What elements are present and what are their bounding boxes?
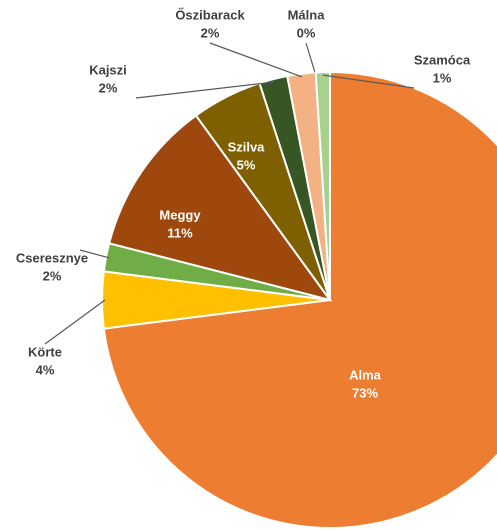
- data-label-name: Szilva: [228, 139, 266, 154]
- data-label-name: Kajszi: [89, 62, 127, 77]
- pie-slice: [102, 70, 497, 529]
- data-label-value: 5%: [237, 157, 256, 172]
- data-label-name: Meggy: [159, 207, 201, 222]
- data-label-name: Cseresznye: [16, 250, 88, 265]
- leader-line: [79, 249, 110, 259]
- data-label-value: 0%: [297, 25, 316, 40]
- data-label-value: 2%: [99, 80, 118, 95]
- data-label-name: Őszibarack: [175, 7, 245, 22]
- leader-line: [305, 42, 317, 76]
- data-label-value: 11%: [167, 225, 193, 240]
- pie-slice: [107, 114, 333, 302]
- leader-line: [44, 299, 106, 345]
- data-label-value: 2%: [43, 268, 62, 283]
- leader-line: [322, 74, 415, 89]
- data-label-name: Málna: [288, 7, 326, 22]
- data-label-name: Körte: [28, 344, 62, 359]
- data-label-name: Alma: [349, 367, 382, 382]
- data-label-value: 1%: [433, 70, 452, 85]
- pie-slice: [314, 70, 331, 301]
- leader-line: [209, 42, 303, 78]
- data-label-value: 73%: [352, 385, 378, 400]
- data-label-value: 4%: [36, 362, 55, 377]
- leader-line: [135, 81, 275, 99]
- data-label-name: Szamóca: [414, 52, 471, 67]
- data-label-value: 2%: [201, 25, 220, 40]
